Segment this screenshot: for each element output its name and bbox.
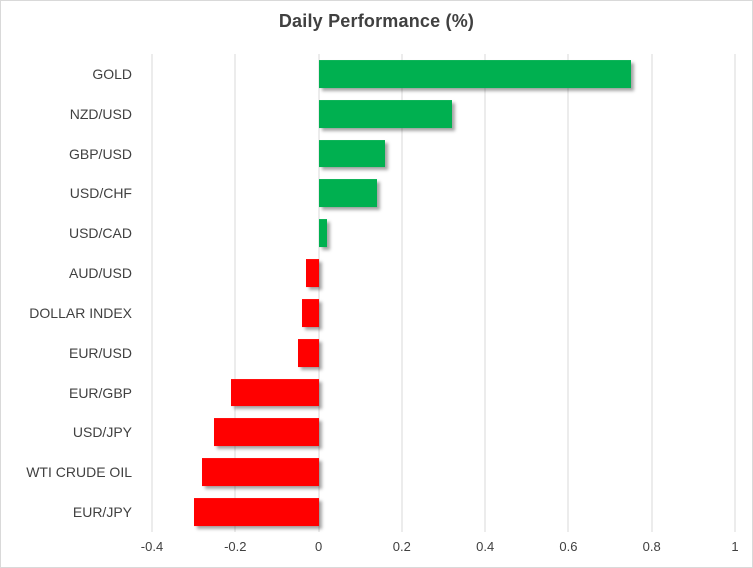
bar-usd-jpy <box>214 418 319 447</box>
gridline <box>651 54 653 532</box>
category-label: AUD/USD <box>68 265 132 282</box>
category-label: DOLLAR INDEX <box>29 304 132 321</box>
bar-row <box>152 333 735 373</box>
bar-row <box>152 134 735 174</box>
bar-wti-crude-oil <box>201 458 319 487</box>
value-tick-label: -0.4 <box>140 539 164 554</box>
bar-row <box>152 293 735 333</box>
bar-row <box>152 452 735 492</box>
bar-aud-usd <box>306 259 319 287</box>
bar-series <box>152 54 735 532</box>
value-tick-label: 0 <box>314 539 323 554</box>
plot-area <box>151 54 736 532</box>
chart-title: Daily Performance (%) <box>278 11 475 31</box>
gridline <box>567 54 569 532</box>
gridline <box>484 54 486 532</box>
bar-eur-gbp <box>231 378 319 407</box>
value-axis: -0.4 -0.2 0 0.2 0.4 0.6 0.8 1 <box>141 539 739 559</box>
category-label: NZD/USD <box>69 105 132 122</box>
category-axis: GOLD NZD/USD GBP/USD USD/CHF USD/CAD AUD/USD D… <box>1 54 141 532</box>
bar-gbp-usd <box>318 139 386 168</box>
value-tick-label: -0.2 <box>224 539 247 554</box>
gridline <box>151 54 153 532</box>
bar-row <box>152 54 735 94</box>
category-label: EUR/USD <box>68 344 132 361</box>
gridline <box>401 54 403 532</box>
bar-usd-chf <box>318 179 377 208</box>
bar-row <box>152 253 735 293</box>
value-tick-label: 0.2 <box>392 539 411 554</box>
value-tick-label: 1 <box>731 539 739 554</box>
bar-row <box>152 94 735 134</box>
bar-gold <box>318 59 631 88</box>
bar-eur-usd <box>297 338 319 367</box>
category-label: EUR/JPY <box>72 504 132 521</box>
value-tick-label: 0.8 <box>642 539 661 554</box>
gridline <box>318 54 320 532</box>
category-label: GBP/USD <box>68 145 132 162</box>
category-label: EUR/GBP <box>68 384 132 401</box>
bar-row <box>152 213 735 253</box>
bar-row <box>152 173 735 213</box>
gridline <box>734 54 736 532</box>
category-label: USD/CHF <box>69 185 132 202</box>
bar-usd-cad <box>318 219 327 248</box>
bar-row <box>152 373 735 413</box>
value-tick-label: 0.4 <box>476 539 495 554</box>
bar-row <box>152 492 735 532</box>
value-tick-label: 0.6 <box>559 539 578 554</box>
bar-dollar-index <box>301 298 319 327</box>
bar-row <box>152 412 735 452</box>
bar-nzd-usd <box>318 99 452 128</box>
category-label: WTI CRUDE OIL <box>26 464 132 481</box>
category-label: USD/CAD <box>68 225 132 242</box>
bar-eur-jpy <box>193 498 319 526</box>
gridline <box>234 54 236 532</box>
category-label: USD/JPY <box>72 424 132 441</box>
category-label: GOLD <box>92 65 132 82</box>
